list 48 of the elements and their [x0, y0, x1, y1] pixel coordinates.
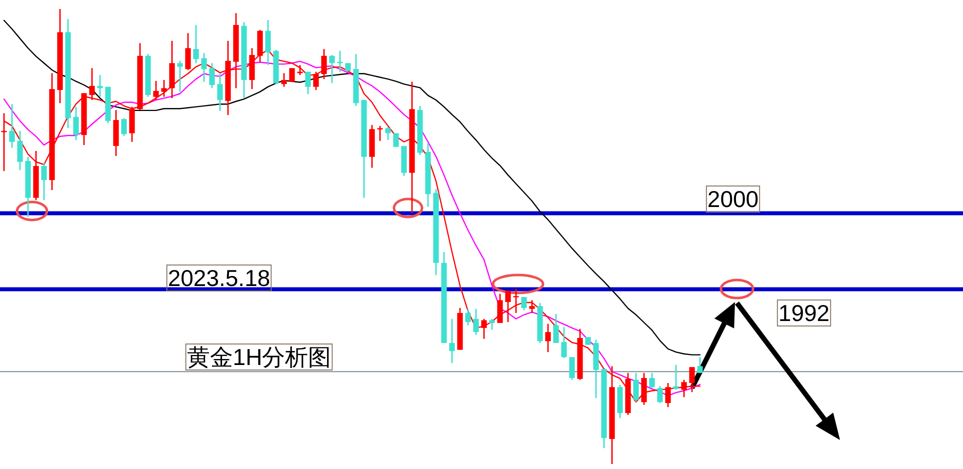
candlestick [313, 71, 319, 91]
candlestick [505, 289, 511, 323]
candlestick [545, 323, 551, 353]
candlestick [569, 356, 575, 381]
candlestick [41, 162, 47, 201]
candlestick [217, 72, 223, 112]
candlestick [473, 308, 479, 336]
candlestick [697, 356, 703, 374]
candlestick [377, 125, 383, 142]
candlestick [689, 366, 695, 393]
candlestick [561, 326, 567, 359]
candlestick [393, 132, 399, 148]
candlestick [193, 24, 199, 64]
candlestick [553, 313, 559, 344]
candlestick [465, 308, 471, 326]
candlestick [673, 364, 679, 391]
candlestick [265, 19, 271, 66]
candlestick [153, 80, 159, 101]
candlestick [329, 54, 335, 84]
candlestick [201, 52, 207, 82]
annotation: 黄金1H分析图 [186, 344, 332, 370]
candlestick [305, 71, 311, 95]
candlestick [449, 318, 455, 364]
candlestick [521, 296, 527, 311]
text: 2000 [707, 186, 759, 212]
candlestick [489, 318, 495, 330]
candlestick [497, 293, 503, 324]
candlestick [681, 379, 687, 398]
candlestick [209, 62, 215, 89]
candlestick [121, 118, 127, 137]
candlestick [161, 79, 167, 98]
candlestick [513, 288, 519, 314]
candlestick [17, 130, 23, 171]
candlestick [633, 372, 639, 403]
candlestick [97, 74, 103, 98]
candlestick [89, 67, 95, 101]
candlestick [73, 106, 79, 141]
candlestick [385, 126, 391, 141]
candlestick [481, 318, 487, 340]
candlestick [529, 300, 535, 314]
candlestick [281, 72, 287, 88]
annotation: 2023.5.18 [168, 265, 270, 291]
text: 1992 [778, 300, 830, 326]
candlestick [657, 385, 663, 404]
candlestick [9, 103, 15, 148]
candlestick [177, 60, 183, 93]
candlestick [289, 67, 295, 82]
candlestick [649, 372, 655, 389]
